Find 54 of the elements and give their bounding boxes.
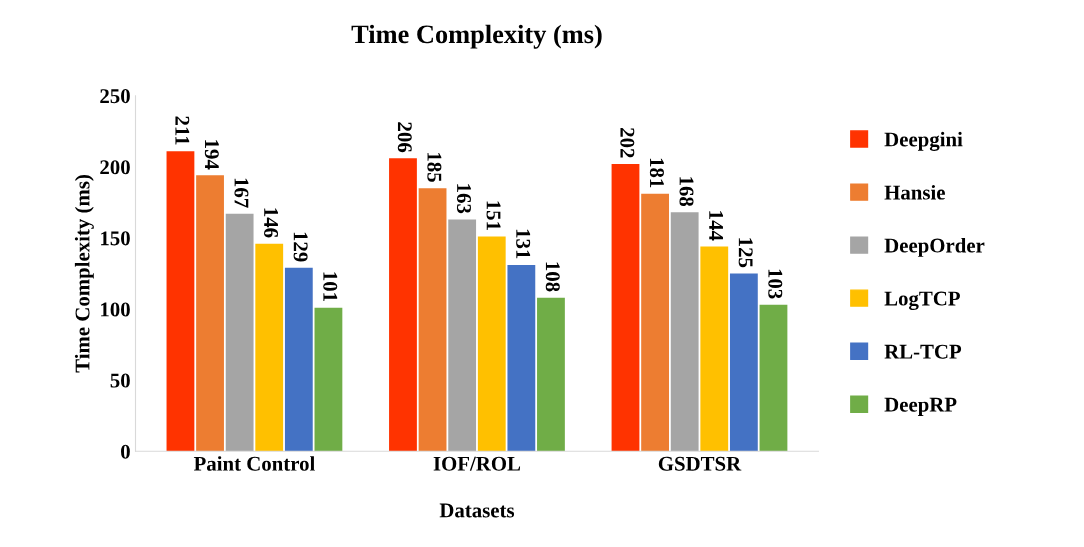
legend-label: Hansie <box>884 184 945 200</box>
y-tick-label: 200 <box>100 160 130 175</box>
data-label: 146 <box>264 208 279 238</box>
bar <box>611 163 640 452</box>
legend-label: LogTCP <box>884 291 960 310</box>
data-label: 202 <box>620 128 635 158</box>
data-label: 185 <box>427 153 442 182</box>
bar <box>700 246 729 452</box>
bar <box>641 193 669 452</box>
data-label: 167 <box>234 178 249 208</box>
data-label: 206 <box>397 122 412 153</box>
data-label: 181 <box>649 158 664 188</box>
bar <box>225 213 254 452</box>
bar <box>759 304 788 452</box>
data-label: 151 <box>486 201 501 230</box>
y-tick-label: 150 <box>101 231 130 246</box>
data-label: 129 <box>293 232 308 262</box>
bar <box>255 243 284 452</box>
data-label: 131 <box>516 229 531 259</box>
y-axis-title: Time Complexity (ms) <box>74 175 94 373</box>
data-label: 144 <box>709 211 724 241</box>
y-tick-label: 50 <box>110 373 130 388</box>
bar <box>196 175 224 452</box>
x-tick-label: GSDTSR <box>658 456 742 471</box>
chart-title: Time Complexity (ms) <box>351 24 602 49</box>
data-label: 168 <box>679 177 694 207</box>
data-label: 103 <box>768 269 783 299</box>
x-tick-label: Paint Control <box>193 456 315 471</box>
bar <box>537 297 565 452</box>
data-label: 101 <box>323 272 338 301</box>
y-tick-label: 0 <box>121 444 130 459</box>
bar <box>448 219 477 452</box>
bar <box>670 212 699 452</box>
legend-label: RL-TCP <box>884 344 962 359</box>
y-tick-label: 100 <box>101 302 130 317</box>
bar <box>284 267 313 452</box>
bar <box>729 273 758 452</box>
legend-label: Deepgini <box>884 131 963 151</box>
y-tick-label: 250 <box>100 89 130 104</box>
data-label: 211 <box>175 116 190 145</box>
data-label: 125 <box>738 238 753 268</box>
legend-label: DeepOrder <box>884 237 985 257</box>
x-tick-label: IOF/ROL <box>433 456 521 471</box>
bar <box>418 188 447 452</box>
bar <box>166 151 195 452</box>
data-label: 194 <box>204 140 219 170</box>
legend-label: DeepRP <box>884 397 957 416</box>
bar <box>314 307 343 452</box>
data-label: 108 <box>545 262 560 292</box>
bar <box>477 236 506 452</box>
x-axis-title: Datasets <box>439 503 515 518</box>
data-label: 163 <box>456 184 471 214</box>
bar <box>389 158 417 452</box>
bar <box>507 264 536 452</box>
